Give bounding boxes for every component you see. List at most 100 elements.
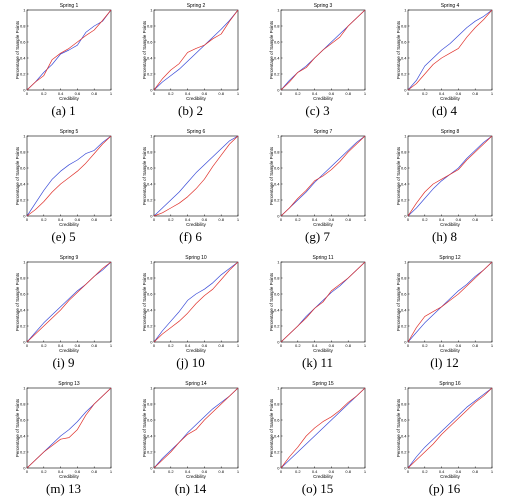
x-tick-label: 0.2	[295, 91, 301, 96]
y-axis-label: Percentage of Sample Points	[269, 146, 274, 205]
x-tick-label: 0.6	[75, 91, 81, 96]
x-axis-label: Credibility	[313, 474, 334, 479]
y-tick-label: 0.2	[20, 449, 26, 454]
x-axis-label: Credibility	[59, 222, 80, 227]
x-tick-label: 1	[491, 343, 494, 348]
y-tick-label: 0.6	[20, 417, 26, 422]
chart-title: Spring 14	[185, 381, 207, 387]
subfigure-caption: (l) 12	[430, 355, 459, 370]
chart-title: Spring 6	[187, 129, 206, 135]
y-tick-label: 0.6	[274, 291, 280, 296]
x-tick-label: 0.8	[218, 343, 224, 348]
y-tick-label: 0.4	[147, 55, 153, 60]
y-tick-label: 0	[23, 87, 26, 92]
chart-title: Spring 12	[439, 255, 461, 261]
y-axis-label: Percentage of Sample Points	[15, 20, 20, 79]
series-red-line	[280, 9, 366, 91]
x-tick-label: 0.2	[295, 469, 301, 474]
x-tick-label: 0.4	[58, 217, 64, 222]
x-tick-label: 0	[26, 343, 29, 348]
x-tick-label: 0.6	[456, 91, 462, 96]
y-axis-label: Percentage of Sample Points	[396, 146, 401, 205]
y-tick-label: 0	[404, 213, 407, 218]
plot-frame	[280, 9, 366, 91]
x-axis-label: Credibility	[186, 348, 207, 353]
x-tick-label: 0.6	[456, 217, 462, 222]
x-tick-label: 0.8	[345, 91, 351, 96]
x-tick-label: 0.4	[312, 343, 318, 348]
y-tick-label: 1	[150, 385, 153, 390]
x-tick-label: 0.2	[168, 91, 174, 96]
chart-svg: Spring 3 0 0.2 0.4 0.6 0.8 1 0 0.2 0.4 0.6 0.8 1 Cred…	[269, 3, 367, 101]
y-tick-label: 1	[404, 259, 407, 264]
x-tick-label: 1	[237, 469, 240, 474]
y-tick-label: 0.4	[20, 55, 26, 60]
x-tick-label: 1	[110, 91, 113, 96]
x-tick-label: 0.4	[58, 343, 64, 348]
chart-svg: Spring 5 0 0.2 0.4 0.6 0.8 1 0 0.2 0.4 0.6 0.8 1 Cred…	[15, 129, 113, 227]
chart-panel: Spring 11 0 0.2 0.4 0.6 0.8 1 0 0.2 0.4 0.6 0.8 1 Cre…	[254, 252, 381, 378]
y-tick-label: 0.6	[274, 39, 280, 44]
x-tick-label: 0.2	[295, 343, 301, 348]
y-axis-label: Percentage of Sample Points	[396, 272, 401, 331]
chart-svg: Spring 13 0 0.2 0.4 0.6 0.8 1 0 0.2 0.4 0.6 0.8 1 Cre…	[15, 381, 113, 479]
y-tick-label: 0.4	[401, 307, 407, 312]
subfigure-caption: (i) 9	[52, 355, 75, 370]
x-tick-label: 0.4	[185, 469, 191, 474]
y-tick-label: 0.4	[401, 433, 407, 438]
x-tick-label: 0.6	[329, 343, 335, 348]
x-tick-label: 0.4	[58, 91, 64, 96]
x-tick-label: 0	[153, 91, 156, 96]
chart-panel: Spring 14 0 0.2 0.4 0.6 0.8 1 0 0.2 0.4 0.6 0.8 1 Cre…	[127, 378, 254, 504]
y-tick-label: 0.8	[274, 401, 280, 406]
x-tick-label: 0.8	[91, 343, 97, 348]
subfigure-caption: (n) 14	[174, 481, 207, 496]
series-red-line	[26, 387, 112, 469]
x-tick-label: 1	[110, 469, 113, 474]
y-tick-label: 0.6	[147, 39, 153, 44]
y-axis-label: Percentage of Sample Points	[396, 398, 401, 457]
x-tick-label: 0.4	[312, 217, 318, 222]
x-tick-label: 1	[364, 469, 367, 474]
x-tick-label: 0	[280, 469, 283, 474]
x-tick-label: 0	[280, 91, 283, 96]
plot-frame	[26, 135, 112, 217]
series-red-line	[280, 387, 366, 469]
chart-panel: Spring 9 0 0.2 0.4 0.6 0.8 1 0 0.2 0.4 0.6 0.8 1 Cred…	[0, 252, 127, 378]
y-axis-label: Percentage of Sample Points	[142, 20, 147, 79]
x-axis-label: Credibility	[186, 96, 207, 101]
series-red-line	[26, 261, 112, 343]
y-tick-label: 0.8	[401, 23, 407, 28]
y-tick-label: 0.8	[274, 23, 280, 28]
chart-title: Spring 16	[439, 381, 461, 387]
chart-title: Spring 13	[58, 381, 80, 387]
plot-frame	[153, 135, 239, 217]
x-tick-label: 0.2	[422, 91, 428, 96]
subfigure-caption: (g) 7	[305, 229, 330, 244]
y-tick-label: 0.6	[147, 291, 153, 296]
y-tick-label: 1	[277, 385, 280, 390]
y-tick-label: 0.4	[20, 307, 26, 312]
series-blue-line	[280, 135, 366, 217]
x-tick-label: 1	[364, 217, 367, 222]
chart-svg: Spring 9 0 0.2 0.4 0.6 0.8 1 0 0.2 0.4 0.6 0.8 1 Cred…	[15, 255, 113, 353]
chart-svg: Spring 8 0 0.2 0.4 0.6 0.8 1 0 0.2 0.4 0.6 0.8 1 Cred…	[396, 129, 494, 227]
x-tick-label: 0.4	[439, 217, 445, 222]
y-tick-label: 0.6	[20, 291, 26, 296]
plot-frame	[26, 261, 112, 343]
y-axis-label: Percentage of Sample Points	[142, 272, 147, 331]
x-tick-label: 0.2	[422, 343, 428, 348]
y-tick-label: 0.8	[147, 275, 153, 280]
x-tick-label: 1	[237, 217, 240, 222]
x-tick-label: 0	[280, 217, 283, 222]
series-blue-line	[153, 261, 239, 343]
chart-title: Spring 1	[60, 3, 79, 9]
plot-frame	[280, 387, 366, 469]
chart-title: Spring 10	[185, 255, 207, 261]
chart-panel: Spring 4 0 0.2 0.4 0.6 0.8 1 0 0.2 0.4 0.6 0.8 1 Cred…	[381, 0, 508, 126]
x-tick-label: 0.2	[168, 469, 174, 474]
y-tick-label: 0.4	[147, 181, 153, 186]
chart-title: Spring 5	[60, 129, 79, 135]
y-tick-label: 0.8	[147, 23, 153, 28]
